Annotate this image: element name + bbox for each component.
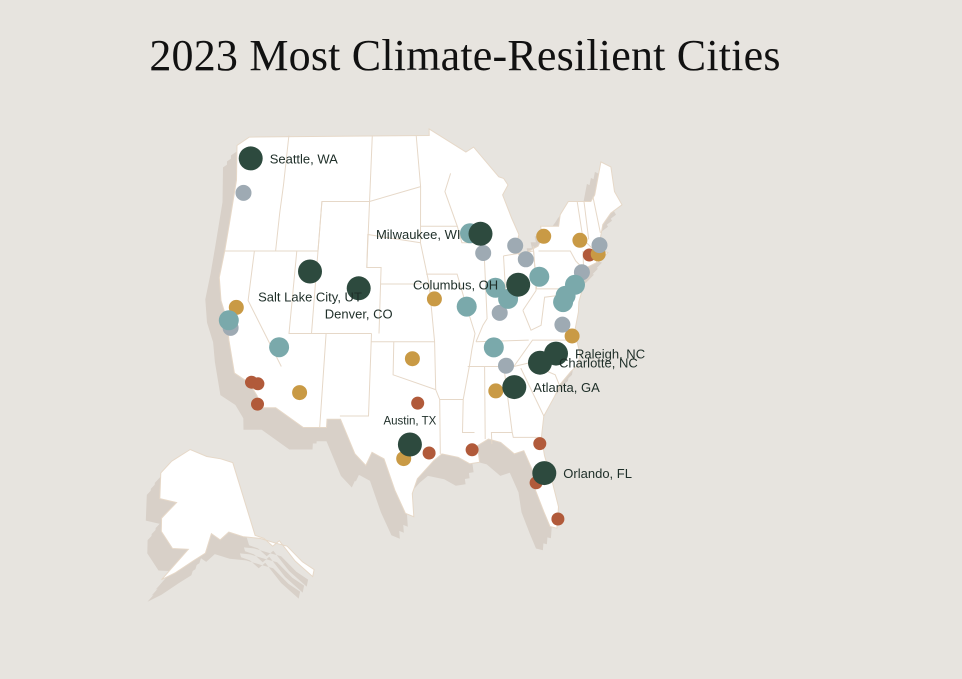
city-marker-rust: [422, 446, 436, 460]
state-border: [475, 339, 529, 343]
city-label: Austin, TX: [383, 416, 436, 428]
city-marker-top: [397, 432, 422, 457]
city-marker-gold: [292, 385, 308, 401]
state-border: [484, 366, 486, 440]
city-label: Salt Lake City, UT: [258, 290, 362, 305]
city-label: Raleigh, NC: [575, 347, 645, 362]
city-label: Milwaukee, WI: [376, 227, 461, 242]
city-marker-gray: [554, 316, 571, 333]
city-label: Seattle, WA: [270, 151, 338, 166]
state-border: [420, 173, 459, 227]
city-marker-rust: [411, 396, 425, 410]
city-marker-teal: [529, 266, 550, 287]
city-label: Atlanta, GA: [533, 380, 600, 395]
state-border: [592, 196, 601, 234]
city-marker-top: [298, 259, 322, 284]
city-marker-gold: [564, 328, 580, 344]
city-label: Charlotte, NC: [559, 356, 638, 371]
city-marker-gray: [475, 245, 492, 261]
city-marker-teal: [218, 310, 239, 331]
city-markers: [218, 146, 608, 526]
city-label: Columbus, OH: [413, 278, 498, 293]
page-title: 2023 Most Climate-Resilient Cities: [149, 31, 781, 80]
city-marker-gold: [404, 351, 420, 367]
city-marker-gold: [536, 228, 552, 244]
state-border: [511, 432, 541, 438]
city-marker-top: [238, 146, 263, 171]
city-marker-top: [468, 221, 493, 246]
city-marker-rust: [533, 437, 547, 451]
city-label: Orlando, FL: [563, 466, 632, 481]
state-border: [366, 233, 421, 268]
city-marker-gray: [591, 237, 608, 254]
city-marker-gold: [572, 232, 588, 248]
city-marker-top: [502, 375, 527, 400]
city-marker-gray: [491, 304, 508, 321]
city-marker-teal: [456, 296, 477, 317]
city-marker-top: [532, 461, 557, 486]
city-marker-gray: [498, 357, 514, 374]
state-border: [583, 201, 590, 240]
city-marker-gold: [426, 291, 442, 307]
city-marker-top: [346, 276, 371, 301]
city-marker-gray: [517, 251, 534, 268]
state-border: [288, 250, 372, 334]
city-marker-rust: [465, 443, 479, 457]
city-marker-teal: [553, 292, 574, 313]
alaska-shape: [159, 448, 315, 581]
city-label: Denver, CO: [325, 306, 393, 321]
city-marker-top: [506, 272, 531, 297]
city-marker-rust: [551, 512, 565, 526]
city-marker-gray: [507, 237, 524, 254]
state-border: [520, 367, 545, 417]
city-marker-gold: [488, 383, 504, 399]
city-marker-top: [528, 350, 552, 375]
city-marker-rust: [251, 377, 265, 391]
city-marker-gray: [235, 184, 252, 201]
state-border: [538, 250, 583, 268]
city-marker-teal: [483, 337, 504, 358]
state-border: [275, 135, 290, 252]
state-border: [339, 333, 372, 417]
state-border: [369, 186, 421, 202]
state-border: [415, 135, 437, 390]
city-marker-teal: [269, 337, 290, 358]
state-border: [426, 273, 476, 433]
state-border: [490, 366, 513, 445]
city-marker-rust: [251, 397, 264, 411]
